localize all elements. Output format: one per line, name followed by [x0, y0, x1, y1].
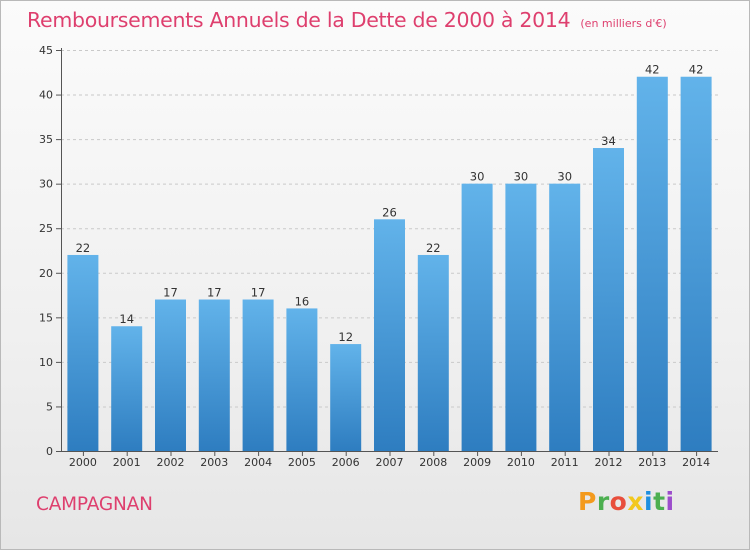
bar — [680, 76, 712, 451]
x-tick-label: 2011 — [551, 456, 579, 469]
x-tick-label: 2002 — [157, 456, 185, 469]
logo-letter: i — [665, 487, 675, 516]
bar — [417, 254, 449, 451]
bar — [505, 183, 537, 451]
x-tick-label: 2006 — [332, 456, 360, 469]
bar — [374, 219, 405, 451]
bar-value-label: 42 — [689, 63, 704, 77]
bar-value-label: 30 — [514, 170, 529, 184]
bar-value-label: 42 — [645, 63, 660, 77]
x-tick-label: 2009 — [463, 456, 491, 469]
x-tick-label: 2013 — [638, 456, 666, 469]
y-tick-label: 5 — [46, 400, 53, 413]
bar — [636, 76, 668, 451]
chart-title: Remboursements Annuels de la Dette de 20… — [27, 8, 571, 32]
y-tick-label: 0 — [46, 445, 53, 458]
commune-name: CAMPAGNAN — [36, 494, 153, 515]
x-tick-label: 2005 — [288, 456, 316, 469]
bar — [242, 299, 274, 451]
bar-value-label: 34 — [601, 134, 616, 148]
bar-value-label: 22 — [426, 241, 441, 255]
bar — [198, 299, 230, 451]
bar — [549, 183, 581, 451]
logo-letter: x — [627, 487, 644, 516]
x-tick-label: 2012 — [595, 456, 623, 469]
logo-letter: o — [609, 487, 628, 516]
y-tick-label: 35 — [39, 133, 53, 146]
x-tick-label: 2008 — [419, 456, 447, 469]
bars-layer: 22 14 17 17 17 16 12 26 22 30 30 30 34 42 42 — [67, 63, 712, 451]
bar-value-label: 26 — [382, 205, 397, 219]
bar-value-label: 12 — [338, 330, 353, 344]
y-tick-label: 25 — [39, 222, 53, 235]
bar — [461, 183, 493, 451]
proxiti-logo[interactable]: Proxiti — [578, 487, 675, 516]
y-tick-label: 40 — [39, 89, 53, 102]
bar — [593, 148, 624, 451]
chart-title-block: Remboursements Annuels de la Dette de 20… — [27, 8, 667, 32]
bar-value-label: 22 — [76, 241, 91, 255]
x-tick-label: 2004 — [244, 456, 272, 469]
x-tick-label: 2000 — [69, 456, 97, 469]
bar-value-label: 14 — [119, 312, 134, 326]
bar-value-label: 17 — [163, 286, 178, 300]
bar — [286, 308, 318, 451]
y-tick-label: 10 — [39, 356, 53, 369]
logo-letter: i — [644, 487, 654, 516]
x-tick-label: 2014 — [682, 456, 710, 469]
x-tick-label: 2010 — [507, 456, 535, 469]
x-tick-label: 2003 — [200, 456, 228, 469]
logo-letter: t — [653, 487, 666, 516]
bar-value-label: 17 — [207, 286, 222, 300]
x-tick-label: 2007 — [376, 456, 404, 469]
logo-letter: r — [596, 487, 610, 516]
chart-unit: (en milliers d'€) — [580, 17, 667, 30]
axes-layer: 0 5 10 15 20 25 30 35 40 45 2000 2001 2002 2003 2004 20… — [39, 44, 718, 469]
bar — [111, 326, 143, 451]
bar — [67, 254, 99, 451]
logo-letter: P — [578, 487, 597, 516]
y-tick-label: 30 — [39, 178, 53, 191]
bar-value-label: 16 — [295, 294, 310, 308]
y-tick-label: 15 — [39, 311, 53, 324]
bar — [330, 344, 362, 451]
y-tick-label: 45 — [39, 44, 53, 57]
bar-value-label: 30 — [470, 170, 485, 184]
bar-value-label: 30 — [557, 170, 572, 184]
bar-value-label: 17 — [251, 286, 266, 300]
bar — [155, 299, 186, 451]
x-tick-label: 2001 — [113, 456, 141, 469]
y-tick-label: 20 — [39, 267, 53, 280]
